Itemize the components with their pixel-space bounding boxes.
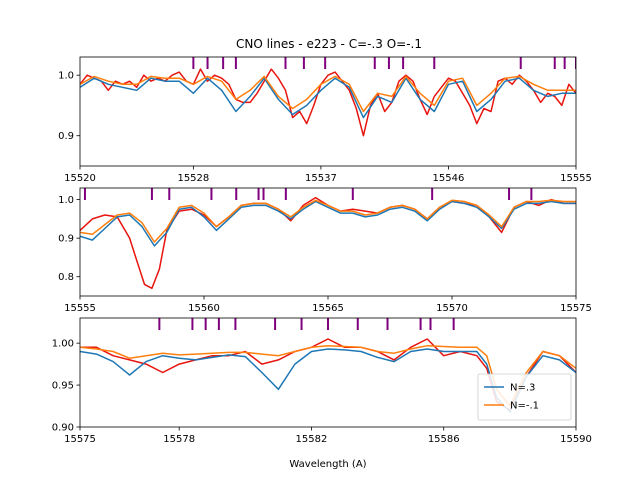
series-observed <box>80 196 576 290</box>
y-tick-label: 0.95 <box>52 381 74 392</box>
y-tick-label: 0.9 <box>58 131 74 142</box>
x-tick-label: 15586 <box>428 434 460 445</box>
y-tick-label: 0.90 <box>52 423 74 434</box>
x-tick-label: 15555 <box>64 303 96 314</box>
series-n-low <box>80 75 576 113</box>
x-tick-label: 15528 <box>177 173 209 184</box>
x-tick-label: 15578 <box>163 434 195 445</box>
panel-1: 15520 15528 15537 15546 15555 0.9 1.0 <box>58 56 592 184</box>
y-tick-label: 1.0 <box>58 71 74 82</box>
x-tick-label: 15582 <box>296 434 328 445</box>
x-axis-label: Wavelength (A) <box>289 459 366 470</box>
legend-entry: N=-.1 <box>510 401 539 412</box>
y-tick-label: 1.0 <box>58 195 74 206</box>
panel-2: 15555 15560 15565 15570 15575 0.8 0.9 1.0 <box>58 187 592 314</box>
x-tick-label: 15570 <box>436 303 468 314</box>
series-n-high <box>80 77 576 119</box>
panel-3: 15575 15578 15582 15586 15590 0.90 0.95 1.00 <box>52 317 592 445</box>
panel-frame <box>79 317 577 428</box>
x-tick-label: 15537 <box>305 173 337 184</box>
x-tick-label: 15546 <box>433 173 465 184</box>
x-tick-label: 15560 <box>188 303 220 314</box>
x-tick-label: 15555 <box>560 173 592 184</box>
y-tick-label: 0.9 <box>58 234 74 245</box>
y-tick-label: 1.00 <box>52 339 74 350</box>
legend-box <box>477 373 572 421</box>
panel-frame <box>79 56 577 167</box>
x-tick-label: 15520 <box>64 173 96 184</box>
legend: N=.3 N=-.1 <box>477 373 572 421</box>
series-n-high <box>80 200 576 247</box>
x-tick-label: 15575 <box>560 303 592 314</box>
x-tick-label: 15590 <box>560 434 592 445</box>
x-tick-label: 15565 <box>312 303 344 314</box>
panels-group: 15520 15528 15537 15546 15555 0.9 1.0 15555 1556… <box>52 56 592 445</box>
plot-area <box>80 188 576 290</box>
x-tick-label: 15575 <box>64 434 96 445</box>
chart-title: CNO lines - e223 - C=-.3 O=-.1 <box>236 37 422 51</box>
series-n-low <box>80 199 576 243</box>
legend-entry: N=.3 <box>510 383 535 394</box>
plot-area <box>80 57 576 137</box>
y-tick-label: 0.8 <box>58 272 74 283</box>
